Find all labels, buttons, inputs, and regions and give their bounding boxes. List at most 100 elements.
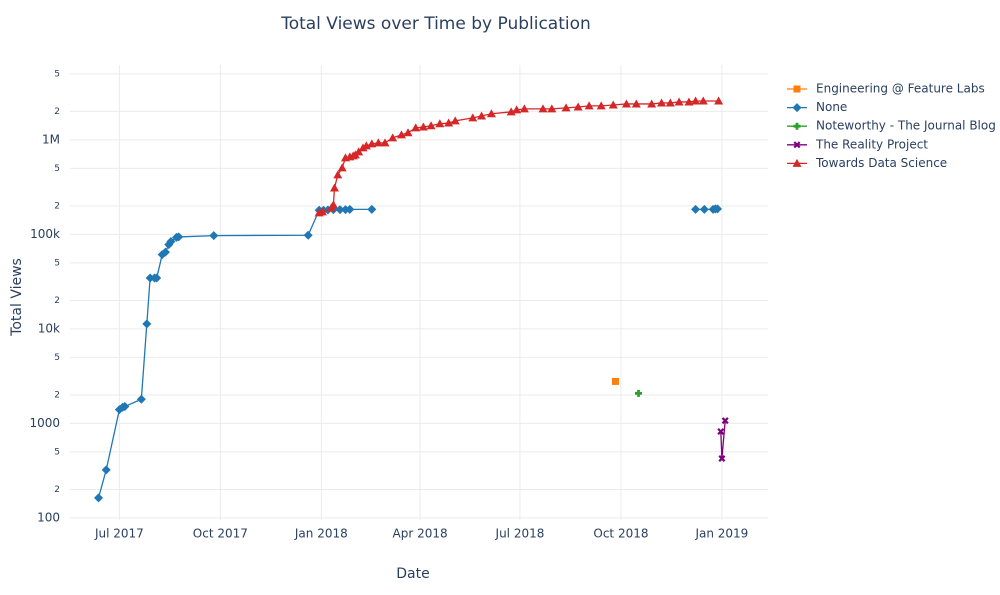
y-tick-label: 1M xyxy=(42,132,60,146)
data-point xyxy=(136,394,146,404)
data-point xyxy=(345,204,355,214)
x-tick-label: Jul 2018 xyxy=(495,527,545,541)
data-point xyxy=(333,170,343,179)
data-point xyxy=(367,204,377,214)
legend-label: Towards Data Science xyxy=(815,156,947,170)
y-tick-label: 100 xyxy=(37,510,60,524)
data-point xyxy=(468,113,478,122)
data-point xyxy=(699,204,709,214)
legend-label: The Reality Project xyxy=(815,137,928,151)
legend-marker xyxy=(792,103,802,113)
legend-marker xyxy=(793,122,801,130)
data-point xyxy=(691,96,701,105)
x-tick-label: Oct 2018 xyxy=(593,527,648,541)
data-point xyxy=(166,237,176,247)
data-point xyxy=(608,100,618,109)
y-tick-label: 5 xyxy=(54,353,60,363)
legend-label: Engineering @ Feature Labs xyxy=(816,82,985,96)
data-point xyxy=(584,101,594,110)
y-tick-label: 5 xyxy=(54,69,60,79)
data-point xyxy=(373,138,383,147)
data-point xyxy=(718,455,726,463)
data-point xyxy=(160,247,170,257)
data-point xyxy=(380,138,390,147)
data-point xyxy=(426,121,436,130)
chart-title: Total Views over Time by Publication xyxy=(280,14,591,34)
x-tick-label: Apr 2018 xyxy=(393,527,448,541)
data-point xyxy=(611,377,619,385)
data-point xyxy=(303,230,313,240)
data-point xyxy=(388,133,398,142)
y-tick-label: 2 xyxy=(54,485,60,495)
data-point xyxy=(450,116,460,125)
data-point xyxy=(714,96,724,105)
data-point xyxy=(444,118,454,127)
data-point xyxy=(435,119,445,128)
data-point xyxy=(403,128,413,137)
data-point xyxy=(396,130,406,139)
x-tick-label: Oct 2017 xyxy=(193,527,248,541)
data-point xyxy=(717,428,725,436)
data-point xyxy=(367,139,377,148)
y-tick-label: 2 xyxy=(54,107,60,117)
data-point xyxy=(621,99,631,108)
y-tick-label: 5 xyxy=(54,164,60,174)
y-tick-label: 2 xyxy=(54,201,60,211)
data-point xyxy=(94,493,104,503)
x-tick-label: Jan 2019 xyxy=(694,527,748,541)
data-point xyxy=(573,102,583,111)
data-point xyxy=(647,99,657,108)
y-tick-label: 1000 xyxy=(29,416,60,430)
x-axis-label: Date xyxy=(396,566,429,582)
data-point xyxy=(561,103,571,112)
data-point xyxy=(328,200,338,209)
data-point xyxy=(631,99,641,108)
y-tick-label: 2 xyxy=(54,296,60,306)
data-point xyxy=(547,104,557,113)
data-point xyxy=(174,232,184,242)
data-point xyxy=(101,465,111,475)
data-point xyxy=(674,97,684,106)
legend-label: Noteworthy - The Journal Blog xyxy=(816,119,996,133)
data-point xyxy=(665,98,675,107)
y-tick-label: 5 xyxy=(54,447,60,457)
data-point xyxy=(721,417,729,425)
data-point xyxy=(684,97,694,106)
data-point xyxy=(657,98,667,107)
y-axis-label: Total Views xyxy=(9,258,25,337)
data-point xyxy=(152,273,162,283)
data-point xyxy=(477,111,487,120)
y-tick-label: 10k xyxy=(38,321,60,335)
x-tick-label: Jan 2018 xyxy=(294,527,348,541)
legend-label: None xyxy=(816,100,847,114)
data-point xyxy=(335,205,345,215)
data-point xyxy=(354,147,364,156)
data-point xyxy=(209,231,219,241)
data-point xyxy=(329,183,339,192)
data-point xyxy=(506,107,516,116)
data-point xyxy=(120,401,130,411)
series-line xyxy=(318,100,719,214)
data-point xyxy=(519,104,529,113)
y-tick-label: 5 xyxy=(54,258,60,268)
y-tick-label: 100k xyxy=(30,227,60,241)
data-point xyxy=(142,319,152,329)
data-point xyxy=(486,109,496,118)
data-point xyxy=(538,104,548,113)
data-point xyxy=(596,101,606,110)
data-point xyxy=(411,123,421,132)
data-point xyxy=(418,122,428,131)
data-point xyxy=(713,204,723,214)
data-point xyxy=(634,389,642,397)
grid xyxy=(70,65,768,520)
data-point xyxy=(337,163,347,172)
y-tick-label: 2 xyxy=(54,390,60,400)
legend-marker xyxy=(793,141,801,149)
data-point xyxy=(691,204,701,214)
legend-marker xyxy=(793,85,801,93)
series-line xyxy=(97,208,718,499)
data-point xyxy=(317,207,327,216)
x-tick-label: Jul 2017 xyxy=(94,527,144,541)
